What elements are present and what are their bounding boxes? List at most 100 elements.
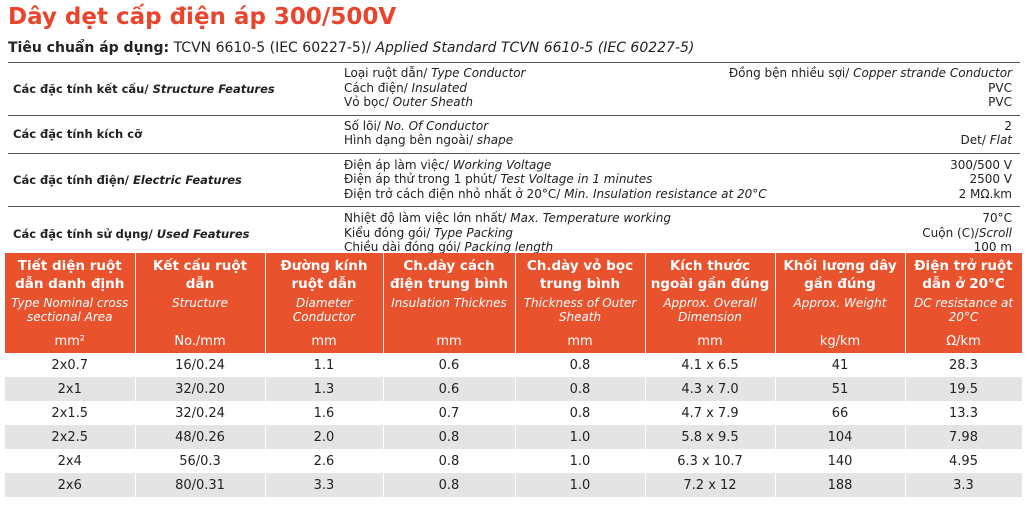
title: Dây dẹt cấp điện áp 300/500V [8, 4, 397, 30]
feature-row: Điện áp thử trong 1 phút/ Test Voltage i… [344, 172, 1012, 186]
header-en: DC resistance at 20°C [913, 296, 1014, 324]
value-vi: PVC [988, 80, 1012, 95]
cell: 2x0.7 [5, 353, 136, 377]
header-unit: mm² [54, 334, 86, 349]
cell: 0.6 [383, 353, 516, 377]
value-vi: Đồng bện nhiều sợi/ [728, 66, 854, 80]
value: 2500 V [969, 172, 1012, 186]
property: Loại ruột dẫn/ [344, 66, 432, 80]
group-label: Các đặc tính kích cỡ [13, 127, 142, 141]
group-label: Các đặc tính kết cấu/ Structure Features [13, 82, 275, 96]
cell: 2x2.5 [5, 425, 136, 449]
feature-row: Điện áp làm việc/ Working Voltage 300/500… [344, 158, 1012, 172]
cell: 41 [775, 353, 906, 377]
label-vi: Các đặc tính kết cấu/ [13, 81, 153, 96]
cell: 2x1 [5, 377, 136, 401]
header-row: Tiết diện ruột dẫn danh định Type Nominal… [5, 253, 1023, 353]
property-en: Working Voltage [452, 157, 552, 172]
standard: Tiêu chuẩn áp dụng: TCVN 6610-5 (IEC 602… [8, 40, 694, 56]
header-en: Insulation Thicknes [391, 296, 507, 310]
property: Nhiệt độ làm việc lớn nhất/ [344, 211, 511, 225]
property: Điện áp làm việc/ [344, 157, 453, 172]
cell: 5.8 x 9.5 [645, 425, 776, 449]
cell: 0.8 [383, 473, 516, 497]
value: Det/ Flat [961, 133, 1012, 147]
header-vi: Ch.dày vỏ bọc trung bình [526, 258, 634, 292]
cell: 32/0.24 [135, 401, 266, 425]
cell: 16/0.24 [135, 353, 266, 377]
value-en: Flat [989, 133, 1012, 147]
cell: 104 [775, 425, 906, 449]
spec-table: Tiết diện ruột dẫn danh định Type Nominal… [5, 253, 1023, 497]
label-en: Electric Features [133, 173, 242, 188]
group-label: Các đặc tính sử dụng/ Used Features [13, 227, 249, 241]
property-en: Min. Insulation resistance at 20°C [564, 186, 767, 201]
value: PVC [988, 81, 1012, 95]
header-unit: kg/km [819, 334, 861, 349]
cell: 6.3 x 10.7 [645, 449, 776, 473]
label-en: Used Features [156, 226, 250, 241]
cell: 0.8 [383, 425, 516, 449]
value: PVC [988, 95, 1012, 109]
cell: 19.5 [905, 377, 1023, 401]
cell: 0.6 [383, 377, 516, 401]
value-vi: 70°C [982, 211, 1012, 225]
property: Điện áp thử trong 1 phút/ [344, 172, 501, 186]
cell: 3.3 [265, 473, 384, 497]
header-cell: Kết cấu ruột dẫn Structure No./mm [135, 253, 266, 353]
cell: 48/0.26 [135, 425, 266, 449]
table-row: 2x0.7 16/0.24 1.1 0.6 0.8 4.1 x 6.5 41 28.3 [5, 353, 1023, 377]
value-en: Copper strande Conductor [853, 66, 1012, 80]
header-en: Type Nominal cross sectional Area [11, 296, 129, 324]
header-unit: No./mm [174, 334, 226, 349]
feature-group: Các đặc tính kích cỡ Số lõi/ No. Of Condu… [8, 116, 1020, 154]
header-vi: Ch.dày cách điện trung bình [390, 258, 508, 292]
property: Vỏ bọc/ [344, 95, 393, 109]
cell: 1.1 [265, 353, 384, 377]
tbody: 2x0.7 16/0.24 1.1 0.6 0.8 4.1 x 6.5 41 28.3 2x1 3… [5, 353, 1023, 497]
feature-row: Điện trở cách điện nhỏ nhất ở 20°C/ Min.… [344, 187, 1012, 201]
header-unit: Ω/km [946, 334, 981, 349]
feature-row: Vỏ bọc/ Outer Sheath PVC [344, 95, 1012, 109]
value-vi: 2 [1004, 118, 1012, 133]
table-row: 2x1.5 32/0.24 1.6 0.7 0.8 4.7 x 7.9 66 13.3 [5, 401, 1023, 425]
cell: 4.3 x 7.0 [645, 377, 776, 401]
header-unit: mm [697, 334, 723, 349]
cell: 0.8 [515, 353, 646, 377]
cell: 7.2 x 12 [645, 473, 776, 497]
header-unit: mm [567, 334, 593, 349]
header-cell: Ch.dày vỏ bọc trung bình Thickness of Out… [515, 253, 646, 353]
property-en: Test Voltage in 1 minutes [500, 172, 653, 186]
header-en: Diameter Conductor [292, 296, 356, 324]
property-en: Max. Temperature working [510, 211, 671, 225]
table-row: 2x6 80/0.31 3.3 0.8 1.0 7.2 x 12 188 3.3 [5, 473, 1023, 497]
feature-row: Nhiệt độ làm việc lớn nhất/ Max. Tempera… [344, 211, 1012, 225]
header-vi: Tiết diện ruột dẫn danh định [15, 258, 125, 292]
value: 100 m [974, 240, 1012, 254]
cell: 80/0.31 [135, 473, 266, 497]
cell: 32/0.20 [135, 377, 266, 401]
feature-row: Loại ruột dẫn/ Type Conductor Đồng bện nh… [344, 66, 1012, 80]
header-en: Structure [171, 296, 229, 310]
cell: 0.8 [515, 377, 646, 401]
cell: 2.0 [265, 425, 384, 449]
property: Hình dạng bên ngoài/ [344, 133, 477, 147]
property: Kiểu đóng gói/ [344, 225, 435, 240]
label-vi: Các đặc tính điện/ [13, 173, 134, 188]
group-label: Các đặc tính điện/ Electric Features [13, 173, 242, 187]
feature-row: Số lõi/ No. Of Conductor 2 [344, 119, 1012, 133]
feature-row: Cách điện/ Insulated PVC [344, 81, 1012, 95]
feature-group: Các đặc tính kết cấu/ Structure Features… [8, 62, 1020, 116]
header-unit: mm [311, 334, 337, 349]
header-vi: Điện trở ruột dẫn ở 20°C [914, 258, 1013, 292]
property: Cách điện/ [344, 80, 412, 95]
header-unit: mm [436, 334, 462, 349]
value-vi: 2 MΩ.km [958, 186, 1012, 201]
table-row: 2x4 56/0.3 2.6 0.8 1.0 6.3 x 10.7 140 4.95 [5, 449, 1023, 473]
cell: 2x6 [5, 473, 136, 497]
header-vi: Kết cấu ruột dẫn [152, 258, 248, 292]
value: Cuộn (C)/Scroll [922, 226, 1012, 240]
header-cell: Đường kính ruột dẫn Diameter Conductor mm [265, 253, 384, 353]
feature-row: Chiều dài đóng gói/ Packing length 100 m [344, 240, 1012, 254]
